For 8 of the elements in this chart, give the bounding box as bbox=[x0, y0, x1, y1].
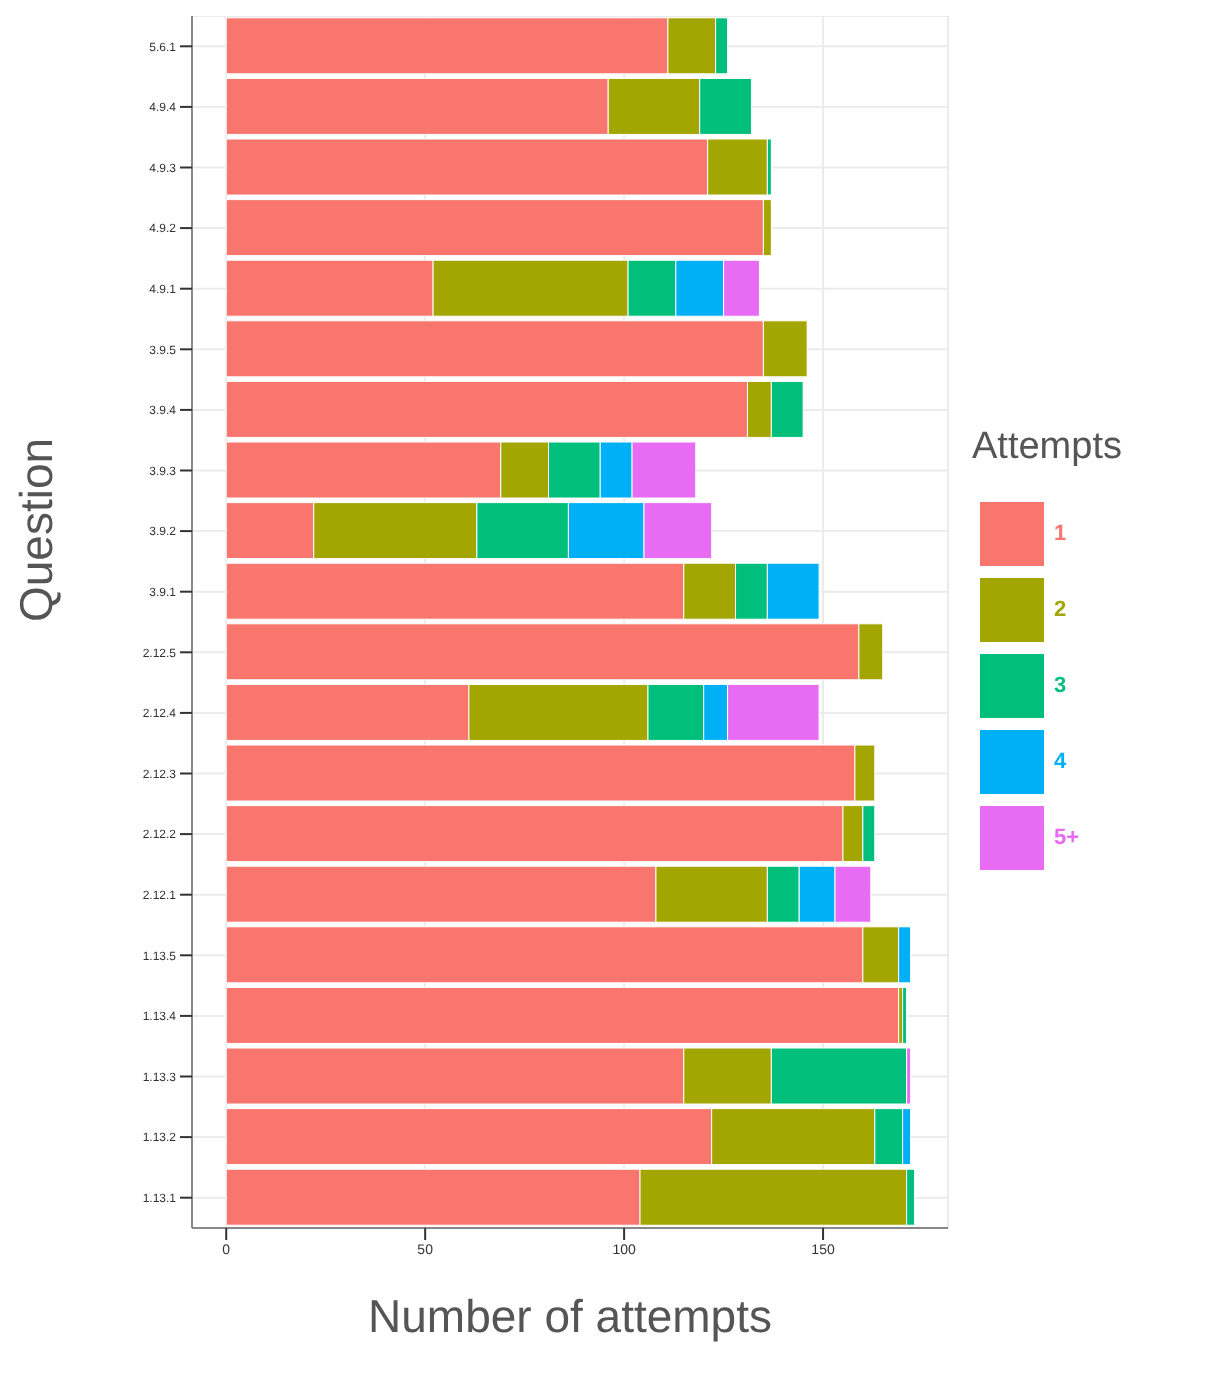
text: 2 bbox=[1054, 596, 1067, 626]
text: 1 bbox=[1054, 520, 1067, 550]
legend-title: Attempts bbox=[972, 426, 1122, 470]
x-axis-title: Number of attempts bbox=[368, 1290, 772, 1342]
text: 3 bbox=[1054, 672, 1067, 702]
y-axis-title: Question bbox=[10, 437, 63, 622]
text: 4 bbox=[1054, 748, 1067, 778]
text: 5+ bbox=[1054, 824, 1080, 854]
